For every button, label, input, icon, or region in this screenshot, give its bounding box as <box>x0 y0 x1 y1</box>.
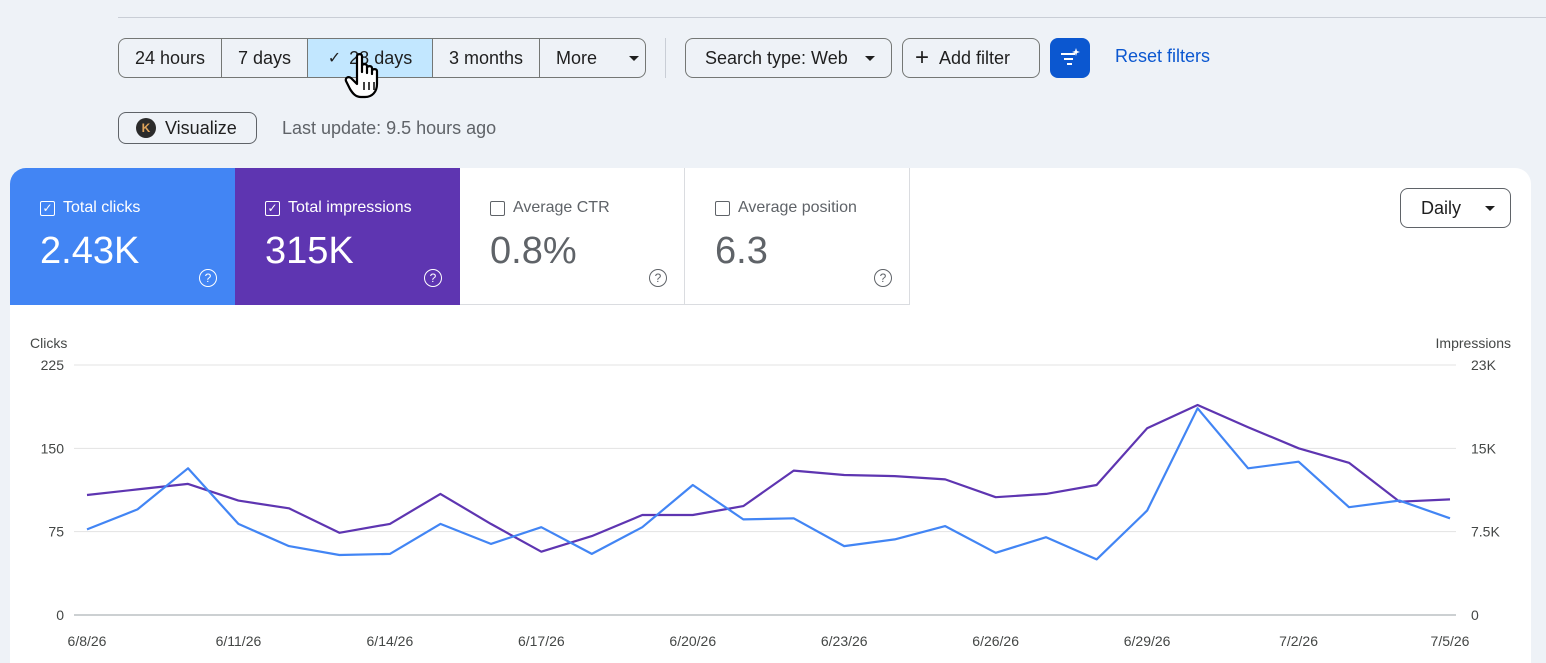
metric-average-position[interactable]: Average position 6.3 ? <box>685 168 910 305</box>
x-tick-label: 7/5/26 <box>1431 633 1470 649</box>
left-tick-label: 75 <box>48 524 64 540</box>
left-axis-title: Clicks <box>30 335 67 351</box>
metric-label-text: Total impressions <box>288 199 412 216</box>
last-update-text: Last update: 9.5 hours ago <box>282 118 497 138</box>
metric-value: 0.8% <box>490 230 577 272</box>
left-tick-label: 0 <box>56 607 64 623</box>
x-tick-label: 6/26/26 <box>972 633 1019 649</box>
left-tick-label: 150 <box>41 440 65 456</box>
k-logo-icon: K <box>136 118 156 138</box>
add-filter-button[interactable]: + Add filter <box>902 38 1040 78</box>
range-24-hours-button[interactable]: 24 hours <box>119 39 222 77</box>
search-type-dropdown[interactable]: Search type: Web <box>685 38 892 78</box>
hand-cursor-icon <box>344 53 379 99</box>
x-tick-label: 6/14/26 <box>367 633 414 649</box>
metric-label: Average position <box>715 199 857 217</box>
toolbar-separator <box>665 38 666 78</box>
performance-card: ✓ Total clicks 2.43K ? ✓ Total impressio… <box>10 168 1531 663</box>
clicks-series-line <box>86 407 1451 561</box>
dropdown-caret-icon <box>864 55 875 61</box>
metric-label-text: Average position <box>738 199 857 216</box>
x-tick-label: 7/2/26 <box>1279 633 1318 649</box>
metric-label: ✓ Total impressions <box>265 199 412 217</box>
checkbox-checked-icon[interactable]: ✓ <box>265 200 280 216</box>
x-tick-label: 6/11/26 <box>216 633 262 649</box>
left-tick-label: 225 <box>41 357 65 373</box>
right-tick-label: 15K <box>1471 440 1497 456</box>
range-label: 3 months <box>448 47 524 68</box>
metric-total-impressions[interactable]: ✓ Total impressions 315K ? <box>235 168 460 305</box>
x-tick-label: 6/8/26 <box>68 633 107 649</box>
metric-value: 6.3 <box>715 230 768 272</box>
checkmark-icon: ✓ <box>327 50 342 67</box>
add-filter-label: Add filter <box>939 47 1011 68</box>
metric-total-clicks[interactable]: ✓ Total clicks 2.43K ? <box>10 168 235 305</box>
dropdown-caret-icon <box>1485 205 1496 211</box>
range-3-months-button[interactable]: 3 months <box>433 39 540 77</box>
filter-sparkle-icon <box>1061 48 1080 65</box>
checkbox-unchecked-icon[interactable] <box>490 200 505 216</box>
right-tick-label: 7.5K <box>1471 524 1500 540</box>
x-tick-label: 6/17/26 <box>518 633 565 649</box>
help-icon[interactable]: ? <box>649 269 667 287</box>
right-tick-label: 0 <box>1471 607 1479 623</box>
x-tick-label: 6/20/26 <box>669 633 716 649</box>
impressions-series-line <box>86 403 1451 553</box>
x-tick-label: 6/23/26 <box>821 633 868 649</box>
granularity-label: Daily <box>1421 197 1462 218</box>
reset-filters-link[interactable]: Reset filters <box>1115 46 1211 66</box>
help-icon[interactable]: ? <box>199 269 217 287</box>
metric-value: 2.43K <box>40 230 140 272</box>
checkbox-unchecked-icon[interactable] <box>715 200 730 216</box>
metric-value: 315K <box>265 230 354 272</box>
x-tick-label: 6/29/26 <box>1124 633 1171 649</box>
visualize-button[interactable]: K Visualize <box>118 112 257 144</box>
metric-average-ctr[interactable]: Average CTR 0.8% ? <box>460 168 685 305</box>
metric-label: Average CTR <box>490 199 610 217</box>
dropdown-caret-icon <box>629 55 640 61</box>
metric-label: ✓ Total clicks <box>40 199 140 217</box>
right-axis-title: Impressions <box>1436 335 1511 351</box>
right-tick-label: 23K <box>1471 357 1497 373</box>
visualize-label: Visualize <box>165 117 237 138</box>
granularity-dropdown[interactable]: Daily <box>1400 188 1511 228</box>
top-divider <box>118 17 1546 18</box>
range-7-days-button[interactable]: 7 days <box>222 39 308 77</box>
range-label: More <box>556 47 598 68</box>
range-label: 7 days <box>237 47 292 68</box>
help-icon[interactable]: ? <box>874 269 892 287</box>
range-label: 28 days <box>349 47 413 68</box>
checkbox-checked-icon[interactable]: ✓ <box>40 200 55 216</box>
help-icon[interactable]: ? <box>424 269 442 287</box>
filter-settings-button[interactable] <box>1050 38 1090 78</box>
plus-icon: + <box>915 44 930 71</box>
range-more-dropdown[interactable]: More <box>540 39 645 77</box>
search-type-label: Search type: Web <box>705 47 848 68</box>
metric-label-text: Total clicks <box>63 199 141 216</box>
metric-label-text: Average CTR <box>513 199 610 216</box>
range-label: 24 hours <box>134 47 206 68</box>
